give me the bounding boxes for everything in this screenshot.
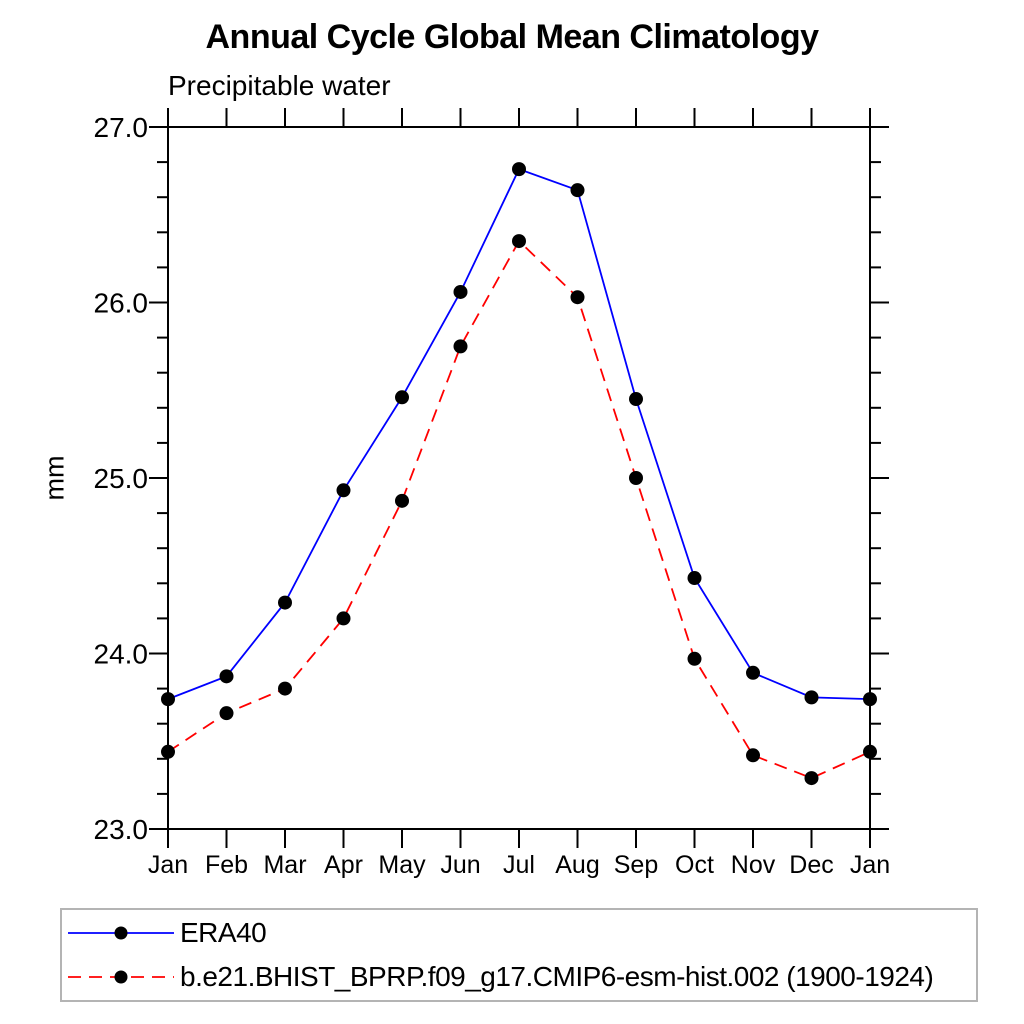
axis-ticks xyxy=(149,108,889,848)
data-point-marker xyxy=(161,744,175,759)
x-tick-label: Jan xyxy=(148,851,188,879)
chart-subtitle: Precipitable water xyxy=(168,70,391,101)
data-point-marker xyxy=(161,692,175,707)
x-tick-label: Apr xyxy=(324,851,363,879)
data-point-marker xyxy=(453,284,468,299)
data-point-marker xyxy=(278,681,292,696)
y-tick-labels: 23.0 24.0 25.0 26.0 27.0 xyxy=(94,112,149,845)
plot-frame xyxy=(167,126,871,830)
x-tick-label: Nov xyxy=(731,851,776,879)
data-point-marker xyxy=(512,162,526,177)
data-point-marker xyxy=(395,493,409,508)
data-point-marker xyxy=(336,483,351,498)
data-point-marker xyxy=(570,183,585,198)
data-point-marker xyxy=(863,692,877,707)
legend-sample-marker-icon xyxy=(114,926,128,940)
data-point-marker xyxy=(629,471,643,485)
x-tick-label: Dec xyxy=(789,851,833,879)
x-tick-labels: Jan Feb Mar Apr May Jun Jul Aug Sep Oct Nov Dec Jan xyxy=(148,851,890,879)
x-tick-label: Jun xyxy=(440,851,480,879)
data-point-marker xyxy=(453,339,468,354)
x-tick-label: Oct xyxy=(675,851,714,879)
data-point-marker xyxy=(804,690,819,705)
y-tick-label: 27.0 xyxy=(94,112,149,143)
x-tick-label: Feb xyxy=(205,851,248,879)
data-point-marker xyxy=(746,748,760,763)
data-point-marker xyxy=(219,706,234,721)
series-line-0 xyxy=(167,167,871,701)
data-point-marker xyxy=(629,392,643,407)
x-tick-label: Jul xyxy=(503,851,535,879)
x-tick-label: May xyxy=(378,851,426,879)
legend-item-model: b.e21.BHIST_BPRP.f09_g17.CMIP6-esm-hist.… xyxy=(62,955,976,999)
data-point-marker xyxy=(863,744,877,759)
data-point-marker xyxy=(336,611,351,626)
legend-label-model: b.e21.BHIST_BPRP.f09_g17.CMIP6-esm-hist.… xyxy=(180,961,934,992)
data-point-marker xyxy=(278,595,292,610)
series-markers-0 xyxy=(161,162,877,707)
data-point-marker xyxy=(395,390,409,405)
legend-sample-marker-icon xyxy=(114,970,128,984)
series-line-1 xyxy=(167,239,871,780)
series-markers-1 xyxy=(161,234,877,786)
legend-line-sample-solid xyxy=(68,926,174,940)
legend-item-era40: ERA40 xyxy=(62,911,976,955)
legend-box: ERA40 b.e21.BHIST_BPRP.f09_g17.CMIP6-esm… xyxy=(60,908,978,1002)
x-tick-label: Jan xyxy=(850,851,890,879)
y-tick-label: 24.0 xyxy=(94,639,149,670)
y-tick-label: 23.0 xyxy=(94,814,149,845)
data-point-marker xyxy=(687,571,702,586)
x-tick-label: Aug xyxy=(555,851,599,879)
x-tick-label: Sep xyxy=(614,851,658,879)
legend-line-sample-dashed xyxy=(68,970,174,984)
legend-label-era40: ERA40 xyxy=(180,917,267,948)
data-point-marker xyxy=(746,665,760,680)
y-tick-label: 25.0 xyxy=(94,463,149,494)
chart-title: Annual Cycle Global Mean Climatology xyxy=(205,18,820,56)
data-point-marker xyxy=(512,234,526,249)
data-point-marker xyxy=(687,651,702,666)
data-point-marker xyxy=(219,669,234,684)
data-point-marker xyxy=(570,290,585,305)
data-point-marker xyxy=(804,771,819,786)
y-tick-label: 26.0 xyxy=(94,288,149,319)
x-tick-label: Mar xyxy=(263,851,306,879)
